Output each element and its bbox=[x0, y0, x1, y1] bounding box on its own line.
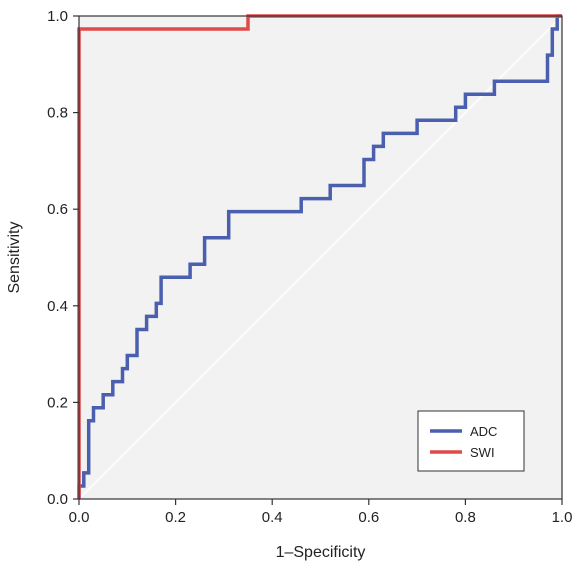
plot-frame bbox=[78, 15, 563, 500]
y-tick-label: 0.4 bbox=[47, 298, 68, 315]
series-line-adc bbox=[77, 14, 562, 499]
legend-box bbox=[417, 410, 525, 472]
y-tick-label: 0.0 bbox=[47, 491, 68, 508]
x-tick-label: 0.6 bbox=[358, 509, 379, 526]
x-tick-label: 0.4 bbox=[262, 509, 283, 526]
x-tick-label: 0.8 bbox=[455, 509, 476, 526]
y-axis: 0.0 0.2 0.4 0.6 0.8 1.0 bbox=[47, 8, 79, 508]
y-tick-label: 0.6 bbox=[47, 201, 68, 218]
legend: ADC SWI bbox=[417, 410, 525, 472]
reference-diagonal-line bbox=[78, 15, 563, 500]
x-tick-label: 0.0 bbox=[69, 509, 90, 526]
x-tick-label: 1.0 bbox=[552, 509, 573, 526]
y-tick-label: 0.2 bbox=[47, 394, 68, 411]
x-axis: 0.0 0.2 0.4 0.6 0.8 1.0 bbox=[69, 499, 573, 526]
legend-label-swi: SWI bbox=[470, 445, 495, 460]
y-tick-label: 0.8 bbox=[47, 105, 68, 122]
legend-label-adc: ADC bbox=[470, 424, 497, 439]
y-tick-label: 1.0 bbox=[47, 8, 68, 25]
y-axis-label: Sensitivity bbox=[6, 221, 23, 293]
x-axis-label: 1–Specificity bbox=[276, 544, 366, 561]
x-tick-label: 0.2 bbox=[165, 509, 186, 526]
